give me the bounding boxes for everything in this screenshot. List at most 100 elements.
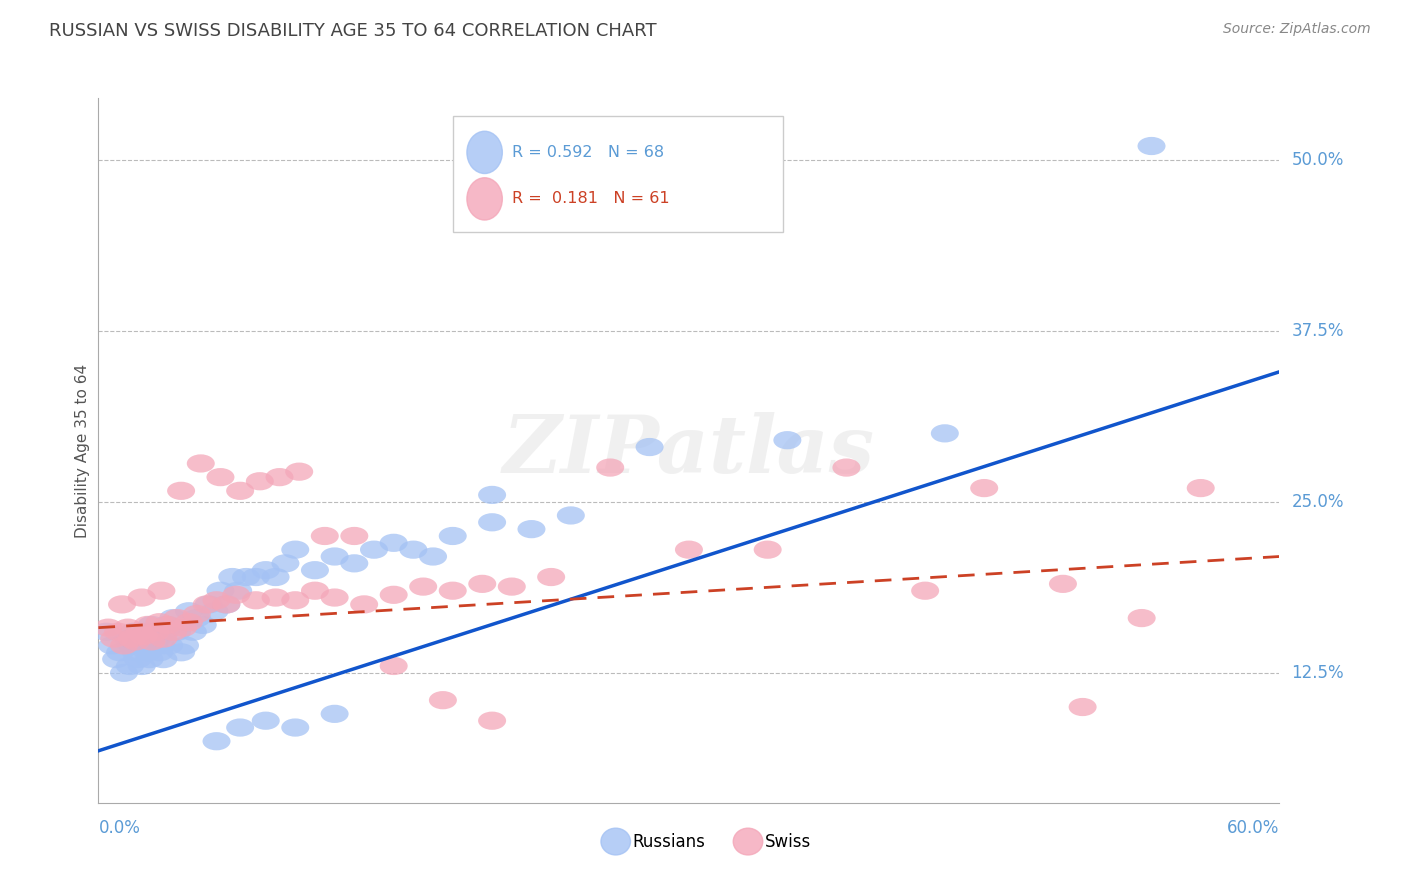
Ellipse shape bbox=[145, 613, 173, 632]
Ellipse shape bbox=[125, 630, 153, 648]
Ellipse shape bbox=[122, 632, 150, 650]
Ellipse shape bbox=[179, 623, 207, 640]
Ellipse shape bbox=[128, 589, 156, 607]
Text: Source: ZipAtlas.com: Source: ZipAtlas.com bbox=[1223, 22, 1371, 37]
Ellipse shape bbox=[163, 623, 191, 640]
Text: Swiss: Swiss bbox=[765, 832, 811, 851]
Ellipse shape bbox=[429, 691, 457, 709]
Ellipse shape bbox=[120, 623, 148, 640]
Ellipse shape bbox=[159, 609, 187, 627]
Ellipse shape bbox=[301, 561, 329, 579]
Ellipse shape bbox=[380, 586, 408, 604]
Ellipse shape bbox=[600, 828, 630, 855]
Ellipse shape bbox=[467, 178, 502, 220]
Ellipse shape bbox=[135, 650, 163, 668]
Ellipse shape bbox=[439, 527, 467, 545]
Ellipse shape bbox=[167, 643, 195, 661]
Ellipse shape bbox=[212, 595, 240, 614]
Ellipse shape bbox=[169, 618, 197, 637]
Ellipse shape bbox=[321, 548, 349, 566]
Ellipse shape bbox=[224, 582, 252, 599]
Ellipse shape bbox=[118, 630, 146, 648]
Ellipse shape bbox=[478, 712, 506, 730]
Ellipse shape bbox=[125, 623, 153, 640]
Ellipse shape bbox=[201, 602, 229, 620]
Ellipse shape bbox=[194, 595, 222, 614]
Ellipse shape bbox=[207, 582, 235, 599]
Ellipse shape bbox=[517, 520, 546, 538]
Ellipse shape bbox=[103, 650, 131, 668]
Text: Russians: Russians bbox=[633, 832, 706, 851]
Ellipse shape bbox=[132, 623, 160, 640]
Ellipse shape bbox=[193, 595, 221, 614]
Ellipse shape bbox=[163, 609, 191, 627]
Ellipse shape bbox=[159, 623, 187, 640]
Ellipse shape bbox=[734, 828, 763, 855]
Ellipse shape bbox=[100, 630, 128, 648]
Ellipse shape bbox=[911, 582, 939, 599]
Ellipse shape bbox=[212, 595, 240, 614]
Ellipse shape bbox=[167, 482, 195, 500]
Ellipse shape bbox=[139, 636, 167, 655]
Ellipse shape bbox=[340, 527, 368, 545]
Y-axis label: Disability Age 35 to 64: Disability Age 35 to 64 bbox=[75, 363, 90, 538]
Ellipse shape bbox=[439, 582, 467, 599]
Ellipse shape bbox=[110, 636, 138, 655]
Ellipse shape bbox=[970, 479, 998, 497]
Ellipse shape bbox=[1137, 136, 1166, 155]
Ellipse shape bbox=[266, 468, 294, 486]
Text: R =  0.181   N = 61: R = 0.181 N = 61 bbox=[512, 192, 669, 206]
Ellipse shape bbox=[108, 595, 136, 614]
Ellipse shape bbox=[118, 636, 146, 655]
Ellipse shape bbox=[399, 541, 427, 558]
Ellipse shape bbox=[596, 458, 624, 476]
Ellipse shape bbox=[350, 595, 378, 614]
Ellipse shape bbox=[149, 630, 177, 648]
Text: 50.0%: 50.0% bbox=[1291, 151, 1344, 169]
Ellipse shape bbox=[242, 568, 270, 586]
Text: R = 0.592   N = 68: R = 0.592 N = 68 bbox=[512, 145, 664, 160]
Text: 37.5%: 37.5% bbox=[1291, 322, 1344, 340]
Text: 12.5%: 12.5% bbox=[1291, 664, 1344, 681]
Ellipse shape bbox=[188, 615, 217, 634]
Ellipse shape bbox=[636, 438, 664, 456]
Ellipse shape bbox=[931, 425, 959, 442]
Ellipse shape bbox=[110, 664, 138, 681]
Ellipse shape bbox=[134, 615, 162, 634]
Ellipse shape bbox=[380, 657, 408, 675]
Text: 25.0%: 25.0% bbox=[1291, 492, 1344, 511]
Ellipse shape bbox=[321, 589, 349, 607]
Ellipse shape bbox=[149, 650, 177, 668]
Ellipse shape bbox=[222, 586, 250, 604]
Ellipse shape bbox=[321, 705, 349, 723]
Ellipse shape bbox=[129, 636, 157, 655]
Ellipse shape bbox=[498, 577, 526, 596]
Ellipse shape bbox=[145, 643, 173, 661]
Ellipse shape bbox=[183, 605, 211, 624]
Ellipse shape bbox=[218, 568, 246, 586]
Ellipse shape bbox=[152, 623, 180, 640]
Ellipse shape bbox=[311, 527, 339, 545]
Ellipse shape bbox=[122, 643, 150, 661]
Ellipse shape bbox=[262, 568, 290, 586]
Ellipse shape bbox=[773, 431, 801, 450]
Ellipse shape bbox=[281, 718, 309, 737]
Ellipse shape bbox=[172, 636, 200, 655]
Ellipse shape bbox=[832, 458, 860, 476]
Ellipse shape bbox=[380, 533, 408, 552]
Ellipse shape bbox=[142, 623, 170, 640]
Ellipse shape bbox=[340, 554, 368, 573]
Ellipse shape bbox=[93, 623, 121, 640]
Ellipse shape bbox=[246, 472, 274, 491]
Ellipse shape bbox=[124, 650, 152, 668]
Ellipse shape bbox=[1069, 698, 1097, 716]
Text: 0.0%: 0.0% bbox=[98, 819, 141, 838]
Ellipse shape bbox=[1049, 574, 1077, 593]
Ellipse shape bbox=[675, 541, 703, 558]
Ellipse shape bbox=[285, 463, 314, 481]
Ellipse shape bbox=[114, 630, 142, 648]
Ellipse shape bbox=[155, 636, 183, 655]
Ellipse shape bbox=[1187, 479, 1215, 497]
Text: ZIPatlas: ZIPatlas bbox=[503, 412, 875, 489]
Ellipse shape bbox=[478, 513, 506, 532]
